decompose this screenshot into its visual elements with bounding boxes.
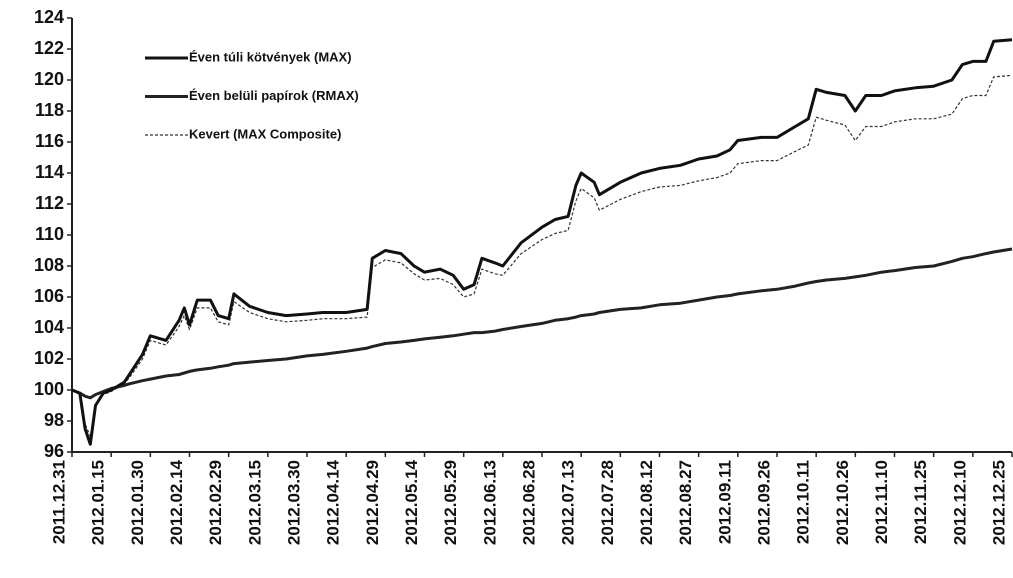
x-tick-label: 2012.11.25	[911, 460, 930, 544]
x-tick-label: 2012.01.15	[89, 460, 108, 545]
y-tick-label: 104	[34, 317, 64, 337]
y-tick-label: 108	[34, 255, 64, 275]
x-tick-label: 2012.01.30	[128, 460, 147, 545]
legend-label: Éven túli kötvények (MAX)	[189, 49, 352, 64]
legend-label: Kevert (MAX Composite)	[189, 126, 341, 141]
x-tick-label: 2012.09.26	[754, 460, 773, 545]
x-tick-label: 2012.04.14	[324, 459, 343, 545]
x-tick-label: 2012.09.11	[715, 460, 734, 544]
y-tick-label: 96	[44, 441, 64, 461]
series-line	[71, 38, 1013, 446]
y-tick-label: 98	[44, 410, 64, 430]
x-tick-label: 2012.05.14	[402, 459, 421, 545]
x-tick-label: 2012.02.14	[167, 459, 186, 545]
x-tick-label: 2012.05.29	[441, 460, 460, 545]
x-tick-label: 2011.12.31	[49, 460, 68, 544]
y-tick-label: 102	[34, 348, 64, 368]
y-tick-label: 122	[34, 38, 64, 58]
x-tick-label: 2012.12.25	[989, 460, 1008, 545]
x-tick-label: 2012.07.13	[559, 460, 578, 545]
x-tick-label: 2012.06.28	[519, 460, 538, 545]
x-tick-label: 2012.06.13	[480, 460, 499, 545]
x-tick-label: 2012.03.30	[284, 460, 303, 545]
x-tick-label: 2012.10.26	[833, 460, 852, 545]
series-line	[71, 74, 1013, 438]
legend-label: Éven belüli papírok (RMAX)	[189, 88, 359, 103]
y-tick-label: 118	[35, 100, 64, 120]
x-tick-label: 2012.04.29	[363, 460, 382, 545]
x-tick-label: 2012.02.29	[206, 460, 225, 545]
y-tick-label: 106	[34, 286, 64, 306]
x-tick-label: 2012.03.15	[245, 460, 264, 545]
x-tick-label: 2012.12.10	[950, 460, 969, 545]
y-tick-label: 120	[34, 69, 64, 89]
series-line	[71, 247, 1013, 400]
x-tick-label: 2012.11.10	[872, 460, 891, 544]
y-tick-label: 100	[34, 379, 64, 399]
y-tick-label: 112	[35, 193, 64, 213]
x-tick-label: 2012.07.28	[598, 460, 617, 545]
x-tick-label: 2012.08.27	[676, 460, 695, 545]
y-tick-label: 114	[35, 162, 64, 182]
x-tick-label: 2012.08.12	[637, 460, 656, 545]
x-tick-label: 2012.10.11	[794, 460, 813, 544]
y-tick-label: 116	[35, 131, 64, 151]
y-tick-label: 110	[35, 224, 64, 244]
y-tick-label: 124	[34, 7, 64, 27]
